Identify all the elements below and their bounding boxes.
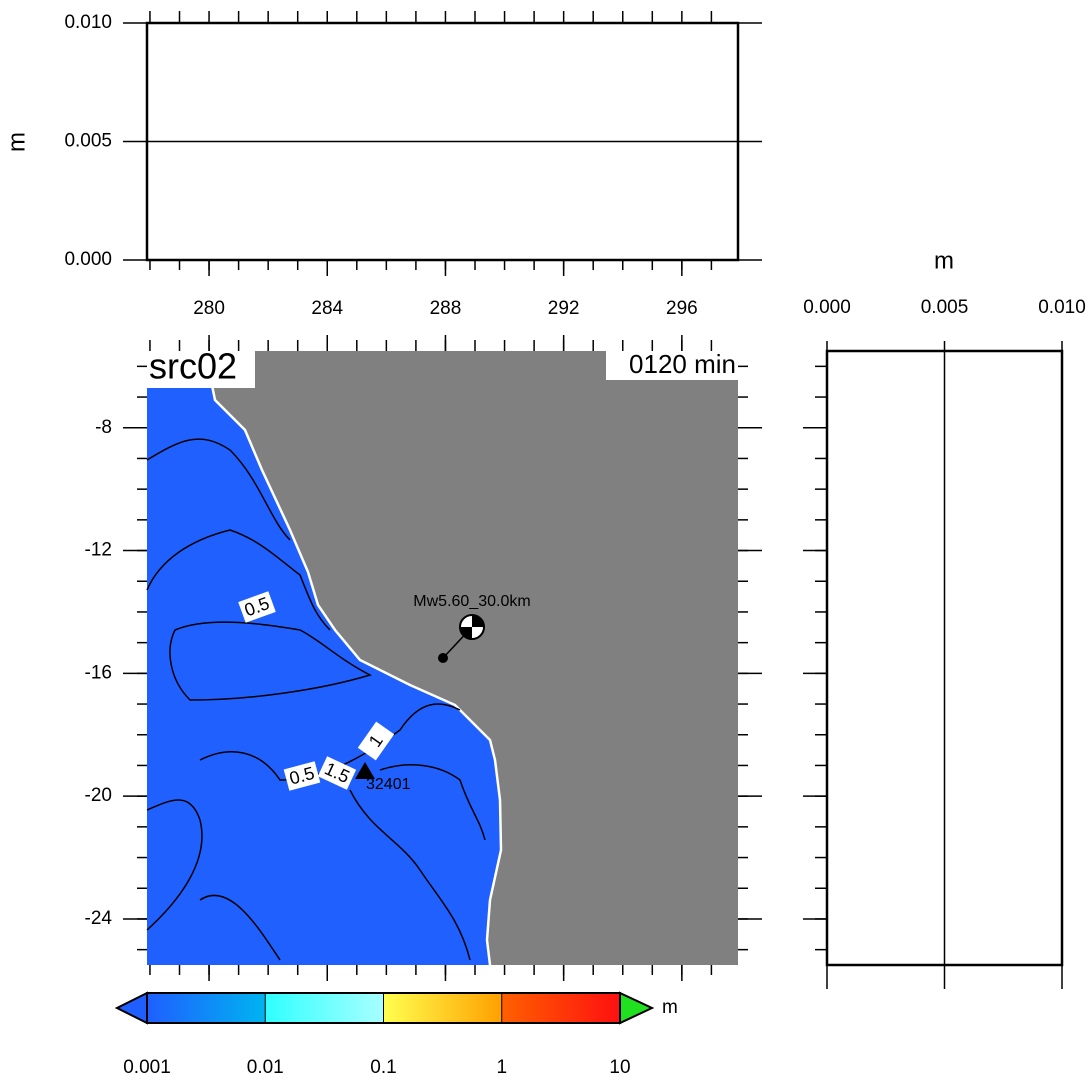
- colorbar-over: [619, 991, 655, 1025]
- title-box: [143, 350, 255, 388]
- colorbar-tick-label: 1: [496, 1057, 507, 1078]
- x-tick-label: 284: [311, 298, 343, 319]
- y-tick-label: 0.005: [64, 131, 112, 152]
- contour-line: [146, 529, 331, 631]
- station-label: 32401: [366, 776, 411, 793]
- contour-line: [379, 764, 486, 841]
- station-marker: [355, 762, 375, 779]
- y-tick-label: -20: [85, 785, 112, 806]
- colorbar-under: [114, 991, 148, 1025]
- colorbar-segment: [501, 993, 620, 1023]
- colorbar-tick-label: 0.1: [370, 1057, 396, 1078]
- sea: [147, 351, 501, 965]
- contour-line: [146, 799, 203, 931]
- colorbar-tick-label: 0.01: [247, 1057, 284, 1078]
- contour-line: [146, 438, 291, 541]
- contour-label-box: [283, 761, 321, 791]
- x-tick-label: 292: [548, 298, 580, 319]
- contour-line: [169, 621, 373, 701]
- x-tick-label: 280: [193, 298, 225, 319]
- contour-label-box: [238, 591, 276, 623]
- x-tick-label: 296: [666, 298, 698, 319]
- map-title: src02: [149, 346, 237, 387]
- contour-label-box: [317, 756, 357, 790]
- time-box: [606, 350, 740, 380]
- colorbar-segment: [147, 993, 266, 1023]
- y-tick-label: -12: [85, 540, 112, 561]
- colorbar-tick-label: 0.001: [123, 1057, 171, 1078]
- contour-label: 1: [357, 721, 395, 761]
- y-tick-label: -24: [85, 908, 113, 929]
- beachball-quadrant: [460, 615, 484, 639]
- source-label: Mw5.60_30.0km: [413, 593, 530, 610]
- colorbar-tick-label: 10: [609, 1057, 630, 1078]
- colorbar-unit: m: [662, 997, 678, 1018]
- x-tick-label: 288: [430, 298, 462, 319]
- coastline: [203, 350, 503, 966]
- y-axis-label: m: [3, 132, 30, 152]
- contour-line: [349, 789, 471, 961]
- y-tick-label: 0.010: [64, 12, 112, 33]
- time-label: 0120 min: [629, 349, 736, 379]
- x-axis-label: m: [934, 247, 954, 274]
- y-tick-label: -16: [85, 662, 112, 683]
- colorbar-segment: [265, 993, 384, 1023]
- x-tick-label: 0.010: [1038, 297, 1086, 318]
- contour-label-box: [357, 721, 395, 761]
- y-tick-label: -8: [95, 417, 112, 438]
- contour-line: [199, 894, 281, 961]
- colorbar-segment: [383, 993, 502, 1023]
- contour-label: 0.5: [283, 761, 321, 791]
- epicenter: [438, 653, 448, 663]
- x-tick-label: 0.000: [803, 297, 851, 318]
- y-tick-label: 0.000: [64, 249, 112, 270]
- x-tick-label: 0.005: [921, 297, 969, 318]
